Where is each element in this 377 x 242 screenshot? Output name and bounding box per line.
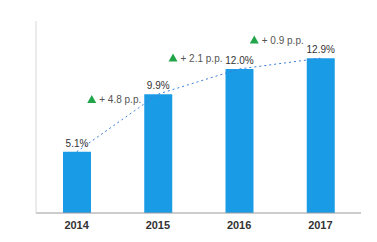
svg-text:5.1%: 5.1% xyxy=(66,138,89,149)
svg-text:2017: 2017 xyxy=(308,219,332,231)
svg-text:2016: 2016 xyxy=(227,219,251,231)
svg-text:9.9%: 9.9% xyxy=(147,80,170,91)
svg-text:+ 2.1 p.p.: + 2.1 p.p. xyxy=(181,53,223,64)
svg-text:2015: 2015 xyxy=(146,219,170,231)
svg-text:12.0%: 12.0% xyxy=(225,55,253,66)
svg-text:+ 0.9 p.p.: + 0.9 p.p. xyxy=(262,35,304,46)
svg-text:+ 4.8 p.p.: + 4.8 p.p. xyxy=(99,94,141,105)
svg-text:12.9%: 12.9% xyxy=(307,44,335,55)
svg-text:2014: 2014 xyxy=(64,219,89,231)
